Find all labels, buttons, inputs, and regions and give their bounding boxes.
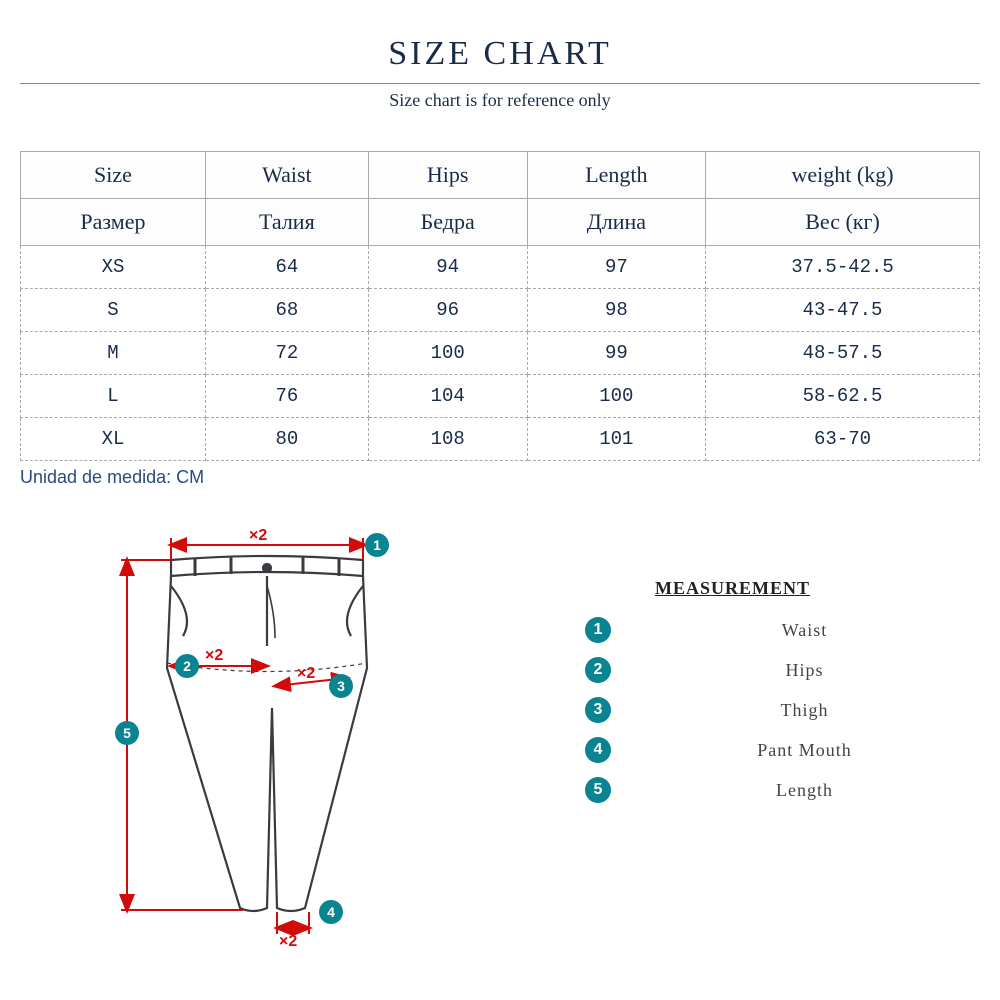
table-row: S68969843-47.5 xyxy=(21,289,980,332)
x2-waist: ×2 xyxy=(249,527,267,544)
legend-label: Thigh xyxy=(629,700,980,721)
legend-row: 4 Pant Mouth xyxy=(485,737,980,763)
legend-label: Pant Mouth xyxy=(629,740,980,761)
col-hips: Hips xyxy=(368,152,527,199)
legend-badge-icon: 5 xyxy=(585,777,611,803)
unit-note: Unidad de medida: CM xyxy=(20,467,980,488)
table-cell: 101 xyxy=(527,418,705,461)
legend-row: 2 Hips xyxy=(485,657,980,683)
table-cell: 43-47.5 xyxy=(706,289,980,332)
col-weight: weight (kg) xyxy=(706,152,980,199)
title-divider xyxy=(20,83,980,84)
table-cell: 48-57.5 xyxy=(706,332,980,375)
page-title: SIZE CHART xyxy=(20,35,980,73)
col-weight-ru: Вес (кг) xyxy=(706,199,980,246)
col-waist: Waist xyxy=(205,152,368,199)
table-cell: 68 xyxy=(205,289,368,332)
x2-thigh: ×2 xyxy=(297,665,315,682)
table-cell: 64 xyxy=(205,246,368,289)
measurement-legend: MEASUREMENT 1 Waist 2 Hips 3 Thigh 4 Pant Mouth… xyxy=(485,508,980,817)
table-cell: XS xyxy=(21,246,206,289)
header-row-ru: Размер Талия Бедра Длина Вес (кг) xyxy=(21,199,980,246)
legend-label: Waist xyxy=(629,620,980,641)
table-cell: 96 xyxy=(368,289,527,332)
table-row: M721009948-57.5 xyxy=(21,332,980,375)
table-cell: 94 xyxy=(368,246,527,289)
table-cell: 63-70 xyxy=(706,418,980,461)
header-row-en: Size Waist Hips Length weight (kg) xyxy=(21,152,980,199)
table-row: XL8010810163-70 xyxy=(21,418,980,461)
table-cell: 99 xyxy=(527,332,705,375)
diagram-badge-number: 2 xyxy=(183,658,191,674)
col-hips-ru: Бедра xyxy=(368,199,527,246)
diagram-badge-number: 3 xyxy=(337,678,345,694)
legend-row: 3 Thigh xyxy=(485,697,980,723)
legend-badge-icon: 3 xyxy=(585,697,611,723)
legend-row: 1 Waist xyxy=(485,617,980,643)
size-table: Size Waist Hips Length weight (kg) Разме… xyxy=(20,151,980,461)
legend-title: MEASUREMENT xyxy=(485,578,980,599)
diagram-badge-number: 1 xyxy=(373,537,381,553)
col-length: Length xyxy=(527,152,705,199)
pants-diagram: ×2 ×2 ×2 ×2 1 2 3 4 5 xyxy=(20,508,485,948)
table-cell: 58-62.5 xyxy=(706,375,980,418)
legend-badge-icon: 2 xyxy=(585,657,611,683)
col-length-ru: Длина xyxy=(527,199,705,246)
diagram-badge-number: 4 xyxy=(327,904,335,920)
table-cell: L xyxy=(21,375,206,418)
col-size: Size xyxy=(21,152,206,199)
table-row: XS64949737.5-42.5 xyxy=(21,246,980,289)
legend-row: 5 Length xyxy=(485,777,980,803)
table-cell: 100 xyxy=(368,332,527,375)
diagram-badge-number: 5 xyxy=(123,725,131,741)
legend-badge-icon: 1 xyxy=(585,617,611,643)
legend-label: Length xyxy=(629,780,980,801)
table-cell: 104 xyxy=(368,375,527,418)
legend-label: Hips xyxy=(629,660,980,681)
table-cell: 72 xyxy=(205,332,368,375)
table-cell: 98 xyxy=(527,289,705,332)
col-waist-ru: Талия xyxy=(205,199,368,246)
table-cell: 76 xyxy=(205,375,368,418)
legend-badge-icon: 4 xyxy=(585,737,611,763)
table-row: L7610410058-62.5 xyxy=(21,375,980,418)
table-cell: S xyxy=(21,289,206,332)
table-cell: M xyxy=(21,332,206,375)
subtitle: Size chart is for reference only xyxy=(20,90,980,111)
table-cell: XL xyxy=(21,418,206,461)
table-cell: 97 xyxy=(527,246,705,289)
table-cell: 100 xyxy=(527,375,705,418)
x2-mouth: ×2 xyxy=(279,933,297,948)
x2-hips: ×2 xyxy=(205,647,223,664)
table-cell: 108 xyxy=(368,418,527,461)
table-cell: 37.5-42.5 xyxy=(706,246,980,289)
table-cell: 80 xyxy=(205,418,368,461)
col-size-ru: Размер xyxy=(21,199,206,246)
